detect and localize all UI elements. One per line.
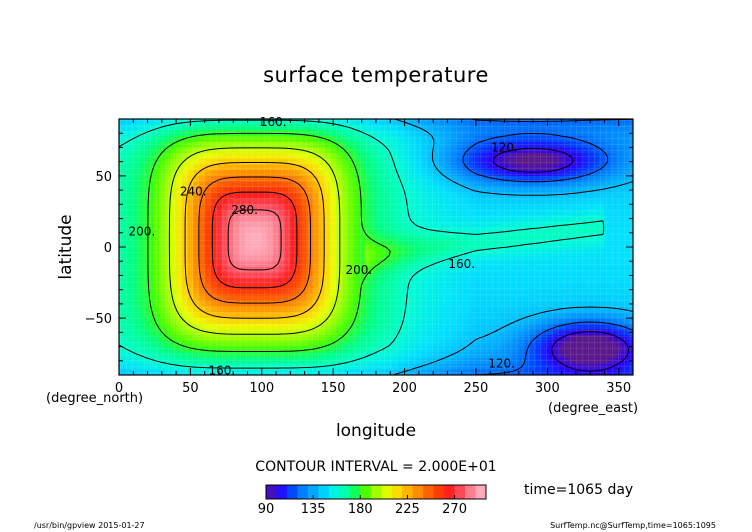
y-unit-label: (degree_north) bbox=[46, 391, 143, 406]
colorbar-segment bbox=[318, 485, 330, 499]
colorbar-segment bbox=[360, 485, 372, 499]
time-label: time=1065 day bbox=[524, 482, 633, 498]
colorbar-segment bbox=[423, 485, 435, 499]
x-tick-label: 350 bbox=[606, 381, 631, 396]
colorbar-segment bbox=[433, 485, 445, 499]
contour-label: 200. bbox=[128, 224, 155, 238]
contour-interval-text: CONTOUR INTERVAL = 2.000E+01 bbox=[255, 459, 496, 475]
x-axis-label: longitude bbox=[336, 421, 416, 441]
colorbar-tick-label: 180 bbox=[348, 502, 373, 517]
contour-220 bbox=[184, 162, 325, 319]
colorbar-segment bbox=[465, 485, 476, 499]
footer-left: /usr/bin/gpview 2015-01-27 bbox=[34, 521, 145, 530]
colorbar-segment bbox=[286, 485, 298, 499]
contour-lines bbox=[119, 119, 633, 375]
colorbar-tick-label: 135 bbox=[301, 502, 326, 517]
contour-240 bbox=[198, 176, 311, 304]
colorbar-segment bbox=[328, 485, 340, 499]
colorbar-segment bbox=[402, 485, 414, 499]
x-unit-label: (degree_east) bbox=[548, 401, 638, 416]
colorbar-segment bbox=[391, 485, 403, 499]
contour-260 bbox=[211, 191, 298, 289]
contour-100 bbox=[492, 147, 630, 372]
colorbar-segment bbox=[444, 485, 455, 499]
x-tick-label: 200 bbox=[392, 381, 417, 396]
contour-label: 200. bbox=[346, 263, 373, 277]
colorbar-frame bbox=[265, 484, 487, 500]
heatmap-texture bbox=[119, 119, 633, 375]
colorbar-segment bbox=[276, 485, 288, 499]
footer-right: SurfTemp.nc@SurfTemp,time=1065:1095 bbox=[550, 521, 716, 530]
chart-title: surface temperature bbox=[263, 63, 489, 87]
colorbar-segment bbox=[266, 485, 277, 499]
contour-280 bbox=[227, 209, 282, 271]
colorbar-tick-label: 225 bbox=[395, 502, 420, 517]
y-axis-label: latitude bbox=[56, 214, 76, 279]
x-tick-label: 300 bbox=[535, 381, 560, 396]
contour-label: 120. bbox=[491, 140, 518, 154]
colorbar bbox=[265, 484, 487, 500]
y-tick-label: 0 bbox=[104, 241, 112, 256]
colorbar-segment bbox=[412, 485, 424, 499]
colorbar-tick-label: 90 bbox=[258, 502, 275, 517]
y-tick-label: 50 bbox=[95, 170, 112, 185]
contour-180 bbox=[147, 132, 391, 352]
contour-label: 280. bbox=[231, 203, 258, 217]
contour-160 bbox=[119, 119, 605, 369]
y-tick-label: −50 bbox=[85, 312, 112, 327]
colorbar-tick-label: 270 bbox=[442, 502, 467, 517]
colorbar-segment bbox=[339, 485, 351, 499]
y-axis: 50 0 −50 bbox=[85, 118, 633, 376]
colorbar-segment bbox=[349, 485, 361, 499]
colorbar-ticks: 90 135 180 225 270 bbox=[258, 495, 467, 517]
x-axis: 0 50 100 150 200 250 300 350 bbox=[115, 119, 634, 396]
colorbar-segment bbox=[454, 485, 466, 499]
colorbar-segment bbox=[381, 485, 393, 499]
contour-labels: 160. 200. 240. 280. 200. 160. 160. 120. 120. bbox=[128, 115, 517, 378]
contour-label: 240. bbox=[180, 185, 207, 199]
contour-label: 160. bbox=[448, 257, 475, 271]
x-tick-label: 250 bbox=[464, 381, 489, 396]
colorbar-segment bbox=[370, 485, 382, 499]
x-tick-label: 100 bbox=[249, 381, 274, 396]
x-tick-label: 150 bbox=[321, 381, 346, 396]
contour-label: 120. bbox=[488, 357, 515, 371]
contour-label: 160. bbox=[260, 115, 287, 129]
colorbar-segment bbox=[297, 485, 309, 499]
contour-label: 160. bbox=[208, 364, 235, 378]
contour-200 bbox=[168, 147, 341, 335]
x-tick-label: 50 bbox=[182, 381, 199, 396]
x-tick-label: 0 bbox=[115, 381, 123, 396]
colorbar-segment bbox=[307, 485, 319, 499]
colorbar-segment bbox=[475, 485, 487, 499]
